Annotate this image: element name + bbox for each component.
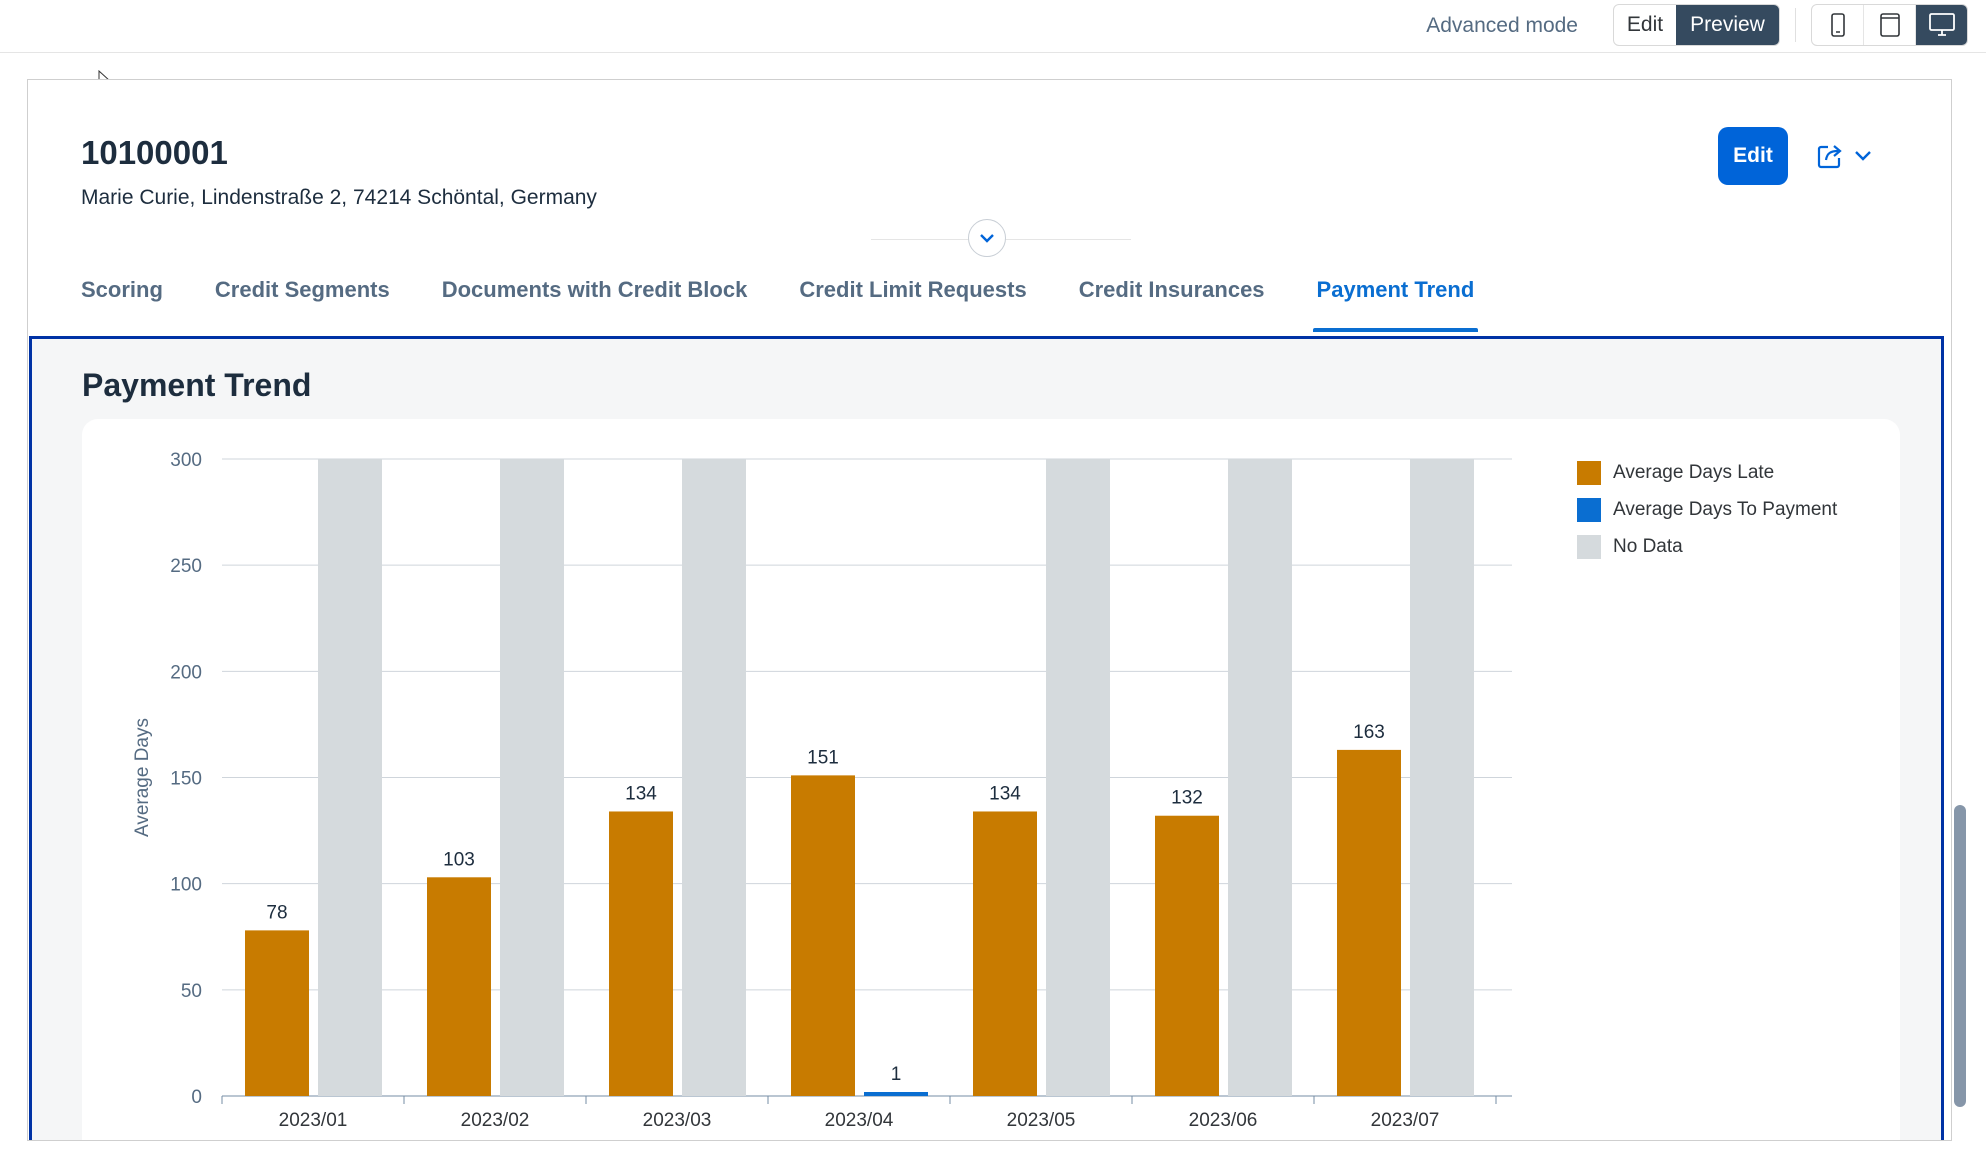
legend-swatch	[1577, 534, 1601, 559]
bar-average-days-late	[1155, 815, 1219, 1096]
y-tick-label: 300	[170, 450, 202, 471]
tab-scoring[interactable]: Scoring	[81, 277, 163, 302]
tablet-view-button[interactable]	[1864, 5, 1916, 45]
legend-label: Average Days Late	[1613, 461, 1775, 483]
bar-no-data	[1228, 459, 1292, 1096]
device-segmented-button	[1811, 4, 1968, 46]
bar-average-days-late	[427, 877, 491, 1096]
x-tick-label: 2023/01	[279, 1110, 348, 1131]
desktop-icon	[1928, 13, 1955, 36]
data-label-days-late: 151	[807, 747, 839, 768]
x-tick-label: 2023/05	[1007, 1110, 1076, 1131]
bar-no-data	[500, 459, 564, 1096]
x-tick-label: 2023/04	[825, 1110, 894, 1131]
chart-card: 0 50 100 150 200 250 300 Average Days 78 2023/01 1…	[82, 419, 1900, 1140]
chart-legend: Average Days Late Average Days To Payment…	[1577, 454, 1837, 565]
x-tick-label: 2023/06	[1189, 1110, 1258, 1131]
share-icon	[1817, 145, 1842, 169]
edit-button[interactable]: Edit	[1718, 127, 1788, 185]
bar-average-days-late	[791, 775, 855, 1096]
preview-mode-button[interactable]: Preview	[1676, 5, 1779, 45]
chevron-down-icon	[980, 234, 994, 243]
data-label-days-late: 132	[1171, 788, 1203, 809]
legend-label: No Data	[1613, 535, 1683, 557]
top-toolbar: Advanced mode Edit Preview	[0, 0, 1986, 53]
y-axis-label: Average Days	[132, 718, 153, 837]
share-menu-button[interactable]	[1816, 138, 1886, 174]
legend-item[interactable]: Average Days To Payment	[1577, 491, 1837, 528]
bars-group: 78 2023/01 103 2023/02 134 2023/03 151 1 2023/04…	[245, 459, 1474, 1131]
bar-average-days-late	[973, 811, 1037, 1096]
bar-average-days-late	[245, 930, 309, 1096]
tab-credit-limit-requests[interactable]: Credit Limit Requests	[799, 277, 1027, 302]
y-tick-label: 150	[170, 769, 202, 790]
legend-swatch	[1577, 460, 1601, 485]
chevron-down-icon	[1855, 151, 1871, 161]
legend-item[interactable]: Average Days Late	[1577, 454, 1837, 491]
bar-average-days-late	[1337, 749, 1401, 1096]
bar-average-days-late	[609, 811, 673, 1096]
collapse-header-button[interactable]	[968, 219, 1006, 257]
page-scrollbar-thumb[interactable]	[1954, 805, 1966, 1107]
bar-no-data	[318, 459, 382, 1096]
y-tick-label: 0	[191, 1087, 202, 1108]
x-tick-label: 2023/02	[461, 1110, 530, 1131]
legend-label: Average Days To Payment	[1613, 498, 1838, 520]
legend-swatch	[1577, 497, 1601, 522]
phone-view-button[interactable]	[1812, 5, 1864, 45]
edit-mode-button[interactable]: Edit	[1626, 13, 1664, 36]
data-label-days-late: 134	[625, 783, 657, 804]
section-title: Payment Trend	[82, 367, 312, 403]
x-tick-label: 2023/07	[1371, 1110, 1440, 1131]
tab-documents-with-credit-block[interactable]: Documents with Credit Block	[441, 277, 748, 302]
bar-average-days-to-payment	[864, 1092, 928, 1096]
payment-trend-chart: 0 50 100 150 200 250 300 Average Days 78 2023/01 1…	[132, 450, 1512, 1131]
object-page-header: 10100001 Marie Curie, Lindenstraße 2, 74…	[28, 80, 1948, 335]
data-label-days-late: 134	[989, 783, 1021, 804]
tab-credit-insurances[interactable]: Credit Insurances	[1078, 277, 1265, 302]
y-tick-label: 250	[170, 556, 202, 577]
tab-credit-segments[interactable]: Credit Segments	[214, 277, 390, 302]
anchor-bar: Scoring Credit Segments Documents with C…	[81, 277, 1526, 332]
phone-icon	[1830, 13, 1845, 37]
y-tick-label: 50	[181, 981, 202, 1002]
y-tick-label: 100	[170, 875, 202, 896]
tablet-icon	[1879, 13, 1900, 37]
bar-no-data	[1046, 459, 1110, 1096]
data-label-days-late: 78	[266, 902, 287, 923]
tab-payment-trend[interactable]: Payment Trend	[1312, 277, 1478, 332]
page-subtitle: Marie Curie, Lindenstraße 2, 74214 Schön…	[81, 186, 597, 209]
object-page: 10100001 Marie Curie, Lindenstraße 2, 74…	[27, 79, 1952, 1141]
page-title: 10100001	[81, 134, 228, 171]
x-tick-label: 2023/03	[643, 1110, 712, 1131]
toolbar-divider	[1795, 8, 1796, 42]
advanced-mode-link[interactable]: Advanced mode	[1426, 14, 1578, 37]
data-label-days-to-payment: 1	[891, 1064, 902, 1085]
payment-trend-section: Payment Trend 0 50 100 150 200 250 300 Average …	[29, 336, 1944, 1140]
data-label-days-late: 103	[443, 849, 475, 870]
y-tick-label: 200	[170, 662, 202, 683]
data-label-days-late: 163	[1353, 722, 1385, 743]
mode-segmented-button: Edit Preview	[1613, 4, 1780, 46]
bar-no-data	[682, 459, 746, 1096]
desktop-view-button[interactable]	[1916, 5, 1967, 45]
legend-item[interactable]: No Data	[1577, 528, 1837, 565]
bar-no-data	[1410, 459, 1474, 1096]
